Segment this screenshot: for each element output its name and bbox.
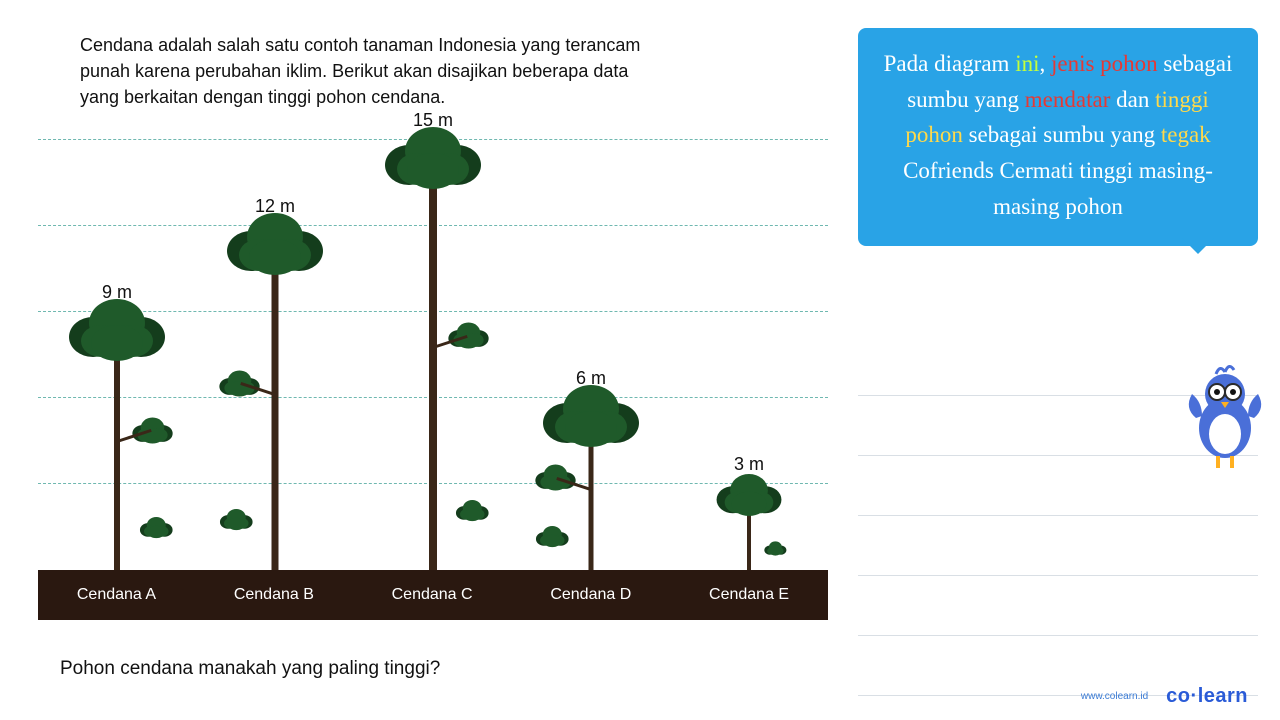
tree-branch-icon	[129, 415, 176, 449]
note-rule-line	[858, 575, 1258, 576]
tree-trunk	[589, 437, 594, 571]
chart-category-label: Cendana D	[550, 586, 631, 604]
speech-bubble: Pada diagram ini, jenis pohon sebagai su…	[858, 28, 1258, 246]
tree-trunk	[429, 179, 437, 571]
chart-plot-area: 9 m 12 m	[38, 140, 828, 570]
tree-crown-icon	[535, 379, 647, 454]
tree-bush-icon	[135, 515, 178, 544]
tree-bush-icon	[451, 498, 494, 527]
mascot-bird-icon	[1180, 360, 1270, 470]
chart-category-label: Cendana E	[709, 586, 789, 604]
tree: 6 m	[512, 398, 670, 570]
tree-bush-icon	[531, 524, 574, 553]
brand-url: www.colearn.id	[1081, 691, 1148, 702]
question-text: Pohon cendana manakah yang paling tinggi…	[60, 658, 440, 680]
tree-trunk	[114, 351, 120, 571]
tree-crown-icon	[219, 207, 331, 282]
chart-x-axis-ground: Cendana A Cendana B Cendana C Cendana D Cend…	[38, 570, 828, 620]
tree: 15 m	[354, 140, 512, 570]
bubble-text-segment: jenis pohon	[1051, 51, 1158, 76]
tree-branch-icon	[445, 320, 492, 354]
chart-category-label: Cendana A	[77, 586, 156, 604]
branding: www.colearn.id co·learn	[1081, 685, 1248, 708]
bubble-text-segment: sebagai sumbu yang	[963, 122, 1161, 147]
tree: 12 m	[196, 226, 354, 570]
tree-trunk	[272, 265, 279, 571]
bubble-text-segment: ini	[1015, 51, 1039, 76]
note-rule-line	[858, 635, 1258, 636]
tree-bush-icon	[215, 507, 258, 536]
tree-crown-icon	[61, 293, 173, 368]
tree: 3 m	[670, 484, 828, 570]
chart-category-label: Cendana C	[392, 586, 473, 604]
tree-height-chart: 9 m 12 m	[38, 140, 828, 620]
tree: 9 m	[38, 312, 196, 570]
bubble-text-segment: ,	[1039, 51, 1051, 76]
note-rule-line	[858, 515, 1258, 516]
bubble-text-segment: mendatar	[1025, 87, 1111, 112]
bubble-text-segment: dan	[1110, 87, 1155, 112]
tree-crown-icon	[377, 121, 489, 196]
intro-text: Cendana adalah salah satu contoh tanaman…	[80, 32, 660, 110]
bubble-text-segment: tegak	[1161, 122, 1211, 147]
tree-bush-icon	[761, 540, 790, 561]
bubble-text-segment: Pada diagram	[884, 51, 1016, 76]
tree-crown-icon	[711, 470, 787, 522]
bubble-text-segment: Cofriends Cermati tinggi masing-masing p…	[903, 158, 1213, 219]
brand-logo: co·learn	[1166, 685, 1248, 708]
chart-category-label: Cendana B	[234, 586, 314, 604]
